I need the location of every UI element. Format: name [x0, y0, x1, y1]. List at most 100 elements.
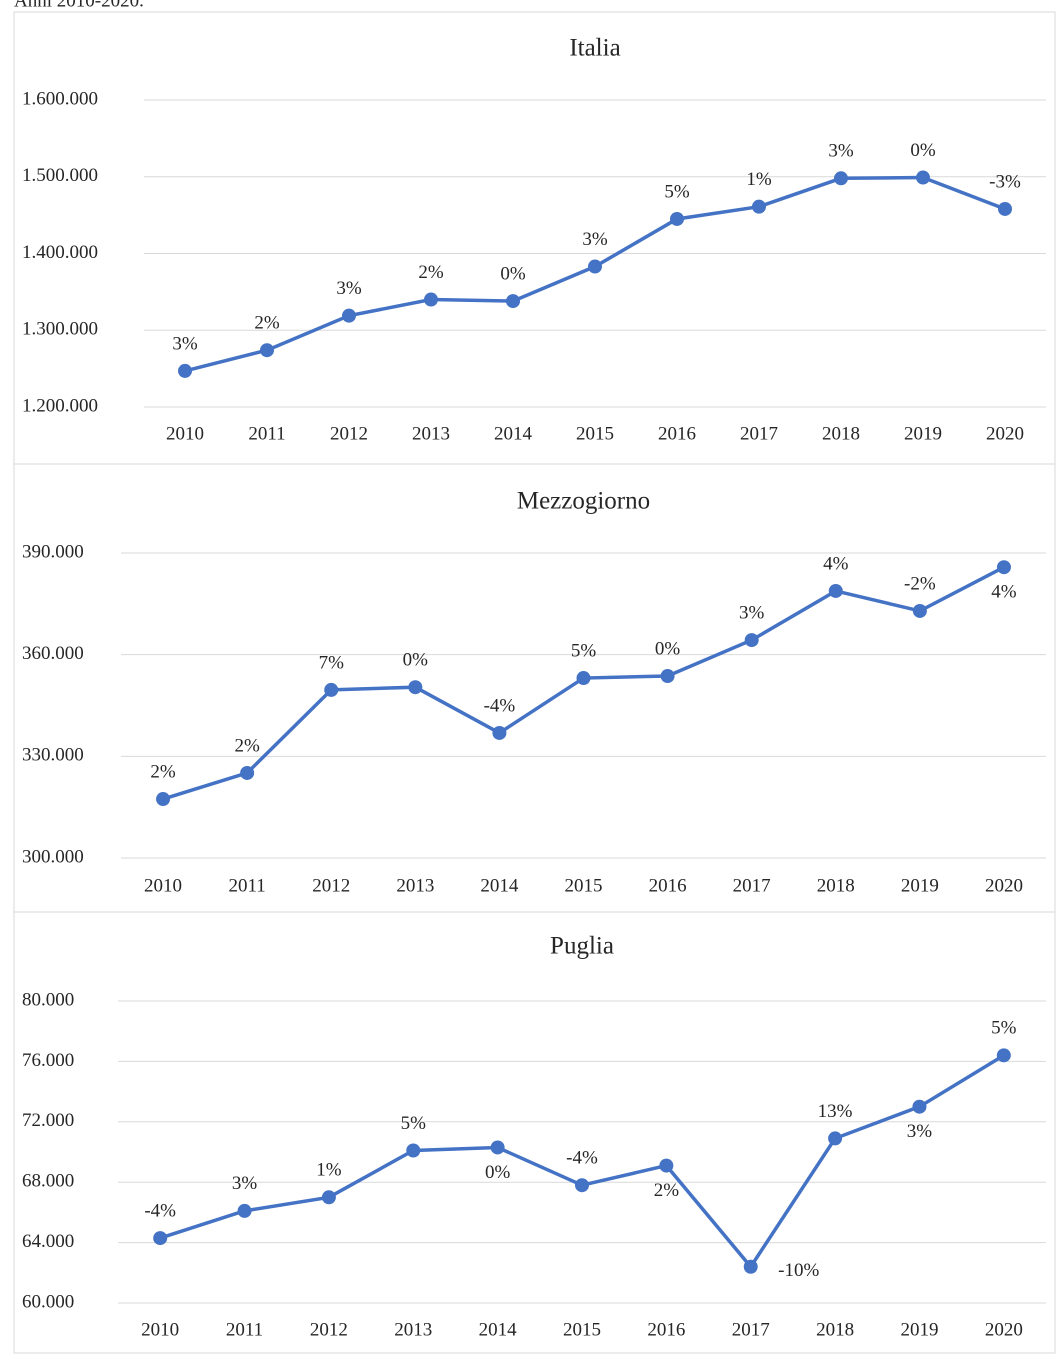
x-tick-label: 2012 — [310, 1319, 348, 1340]
y-tick-label: 64.000 — [22, 1231, 74, 1252]
data-annotation: 3% — [336, 278, 362, 299]
x-tick-label: 2017 — [733, 875, 771, 896]
data-annotation: -4% — [144, 1200, 176, 1221]
data-point — [998, 201, 1012, 216]
y-tick-label: 330.000 — [22, 745, 84, 766]
data-annotation: -10% — [778, 1260, 819, 1281]
y-tick-label: 1.400.000 — [22, 242, 98, 263]
x-tick-label: 2013 — [396, 875, 434, 896]
x-tick-label: 2020 — [985, 1319, 1023, 1340]
data-annotation: 0% — [910, 140, 936, 161]
y-tick-label: 1.600.000 — [22, 88, 98, 109]
data-point — [588, 259, 602, 274]
x-tick-label: 2013 — [412, 423, 450, 444]
y-tick-label: 80.000 — [22, 989, 74, 1010]
data-annotation: 3% — [907, 1121, 933, 1142]
data-annotation: 5% — [571, 640, 597, 661]
data-annotation: 2% — [254, 313, 280, 334]
x-tick-label: 2019 — [901, 875, 939, 896]
y-tick-label: 72.000 — [22, 1110, 74, 1131]
data-point — [828, 583, 843, 598]
data-point — [260, 343, 274, 358]
x-tick-label: 2010 — [141, 1319, 179, 1340]
data-annotation: 0% — [403, 650, 429, 671]
data-annotation: 5% — [991, 1018, 1017, 1039]
data-annotation: 3% — [172, 333, 198, 354]
x-tick-label: 2019 — [900, 1319, 938, 1340]
data-point — [178, 363, 192, 378]
data-point — [321, 1190, 336, 1205]
data-annotation: 2% — [654, 1180, 680, 1201]
data-point — [670, 211, 684, 226]
x-tick-label: 2017 — [740, 423, 778, 444]
x-tick-label: 2018 — [817, 875, 855, 896]
x-tick-label: 2010 — [166, 423, 204, 444]
chart-title: Italia — [569, 35, 620, 62]
data-point — [659, 1158, 674, 1173]
x-tick-label: 2014 — [480, 875, 519, 896]
data-point — [834, 171, 848, 186]
data-point — [575, 1178, 589, 1193]
data-annotation: 3% — [582, 229, 608, 250]
y-tick-label: 300.000 — [22, 846, 84, 867]
y-tick-label: 1.500.000 — [22, 165, 98, 186]
data-point — [743, 1259, 758, 1274]
x-tick-label: 2012 — [312, 875, 350, 896]
data-point — [153, 1231, 168, 1246]
data-annotation: 1% — [746, 169, 772, 190]
data-point — [744, 633, 759, 648]
x-tick-label: 2013 — [394, 1319, 432, 1340]
data-point — [660, 669, 675, 684]
data-point — [916, 170, 930, 185]
y-tick-label: 60.000 — [22, 1291, 74, 1312]
data-point — [752, 199, 766, 214]
x-tick-label: 2020 — [986, 423, 1024, 444]
data-point — [912, 603, 927, 618]
x-tick-label: 2015 — [565, 875, 603, 896]
x-tick-label: 2012 — [330, 423, 368, 444]
panel-frame — [13, 463, 1056, 913]
data-annotation: -3% — [989, 171, 1021, 192]
x-tick-label: 2011 — [226, 1319, 263, 1340]
data-point — [406, 1143, 421, 1158]
x-tick-label: 2017 — [732, 1319, 770, 1340]
y-tick-label: 76.000 — [22, 1050, 74, 1071]
data-annotation: 0% — [500, 263, 526, 284]
data-annotation: 0% — [485, 1162, 511, 1183]
data-point — [492, 725, 507, 740]
panel-frame — [13, 11, 1056, 465]
x-tick-label: 2011 — [248, 423, 285, 444]
x-tick-label: 2014 — [479, 1319, 518, 1340]
data-annotation: 0% — [655, 638, 681, 659]
y-tick-label: 1.200.000 — [22, 395, 98, 416]
data-annotation: 2% — [234, 735, 260, 756]
data-annotation: 5% — [664, 181, 690, 202]
data-point — [156, 792, 171, 807]
x-tick-label: 2014 — [494, 423, 533, 444]
data-point — [237, 1203, 252, 1218]
data-point — [240, 765, 255, 780]
data-point — [576, 671, 591, 686]
data-annotation: 3% — [739, 602, 765, 623]
chart-title: Mezzogiorno — [517, 488, 650, 515]
data-annotation: 4% — [823, 553, 849, 574]
data-point — [912, 1099, 927, 1114]
x-tick-label: 2015 — [563, 1319, 601, 1340]
chart-title: Puglia — [550, 933, 614, 960]
data-annotation: 2% — [150, 761, 176, 782]
y-tick-label: 360.000 — [22, 643, 84, 664]
data-point — [490, 1140, 505, 1155]
data-annotation: 3% — [828, 141, 854, 162]
data-point — [828, 1131, 843, 1146]
x-tick-label: 2018 — [816, 1319, 854, 1340]
data-annotation: -2% — [904, 573, 936, 594]
x-tick-label: 2015 — [576, 423, 614, 444]
data-annotation: 1% — [316, 1160, 342, 1181]
panel-frame — [13, 911, 1056, 1354]
data-annotation: 7% — [319, 652, 345, 673]
y-tick-label: 68.000 — [22, 1171, 74, 1192]
data-point — [424, 292, 438, 307]
x-tick-label: 2011 — [228, 875, 265, 896]
data-annotation: 4% — [991, 582, 1017, 603]
data-annotation: -4% — [566, 1148, 598, 1169]
